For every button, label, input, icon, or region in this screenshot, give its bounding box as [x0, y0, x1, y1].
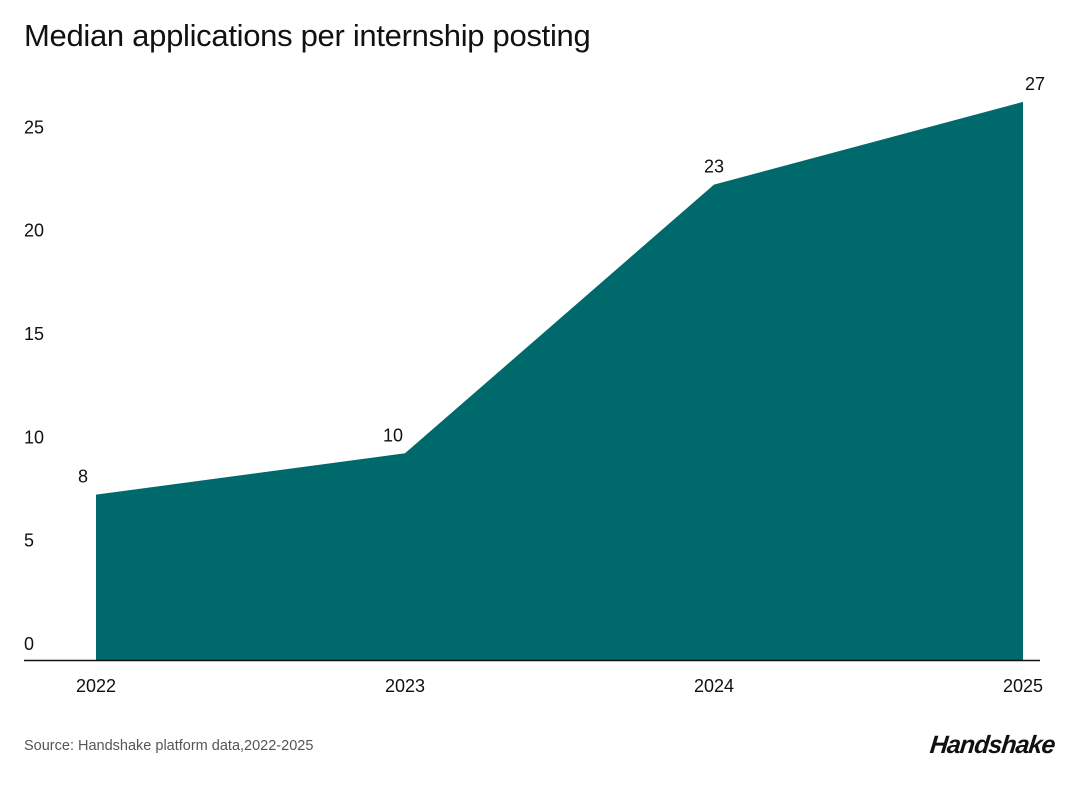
y-tick-label: 5 — [24, 531, 34, 551]
y-tick-label: 0 — [24, 634, 34, 654]
source-note: Source: Handshake platform data,2022-202… — [24, 738, 314, 754]
y-tick-label: 20 — [24, 221, 44, 241]
data-label: 27 — [1025, 74, 1045, 94]
x-axis-labels: 2022 2023 2024 2025 — [76, 676, 1043, 696]
y-tick-label: 10 — [24, 427, 44, 447]
x-tick-label: 2025 — [1003, 676, 1043, 696]
x-tick-label: 2022 — [76, 676, 116, 696]
area-series — [96, 101, 1023, 660]
data-label: 8 — [78, 467, 88, 487]
data-labels: 8 10 23 27 — [78, 74, 1045, 487]
data-label: 23 — [704, 157, 724, 177]
chart-title: Median applications per internship posti… — [24, 18, 591, 53]
y-axis-labels: 0 5 10 15 20 25 — [24, 117, 44, 654]
data-label: 10 — [383, 425, 403, 445]
x-tick-label: 2023 — [385, 676, 425, 696]
handshake-logo: Handshake — [928, 731, 1056, 759]
x-tick-label: 2024 — [694, 676, 734, 696]
y-tick-label: 25 — [24, 117, 44, 137]
y-tick-label: 15 — [24, 324, 44, 344]
